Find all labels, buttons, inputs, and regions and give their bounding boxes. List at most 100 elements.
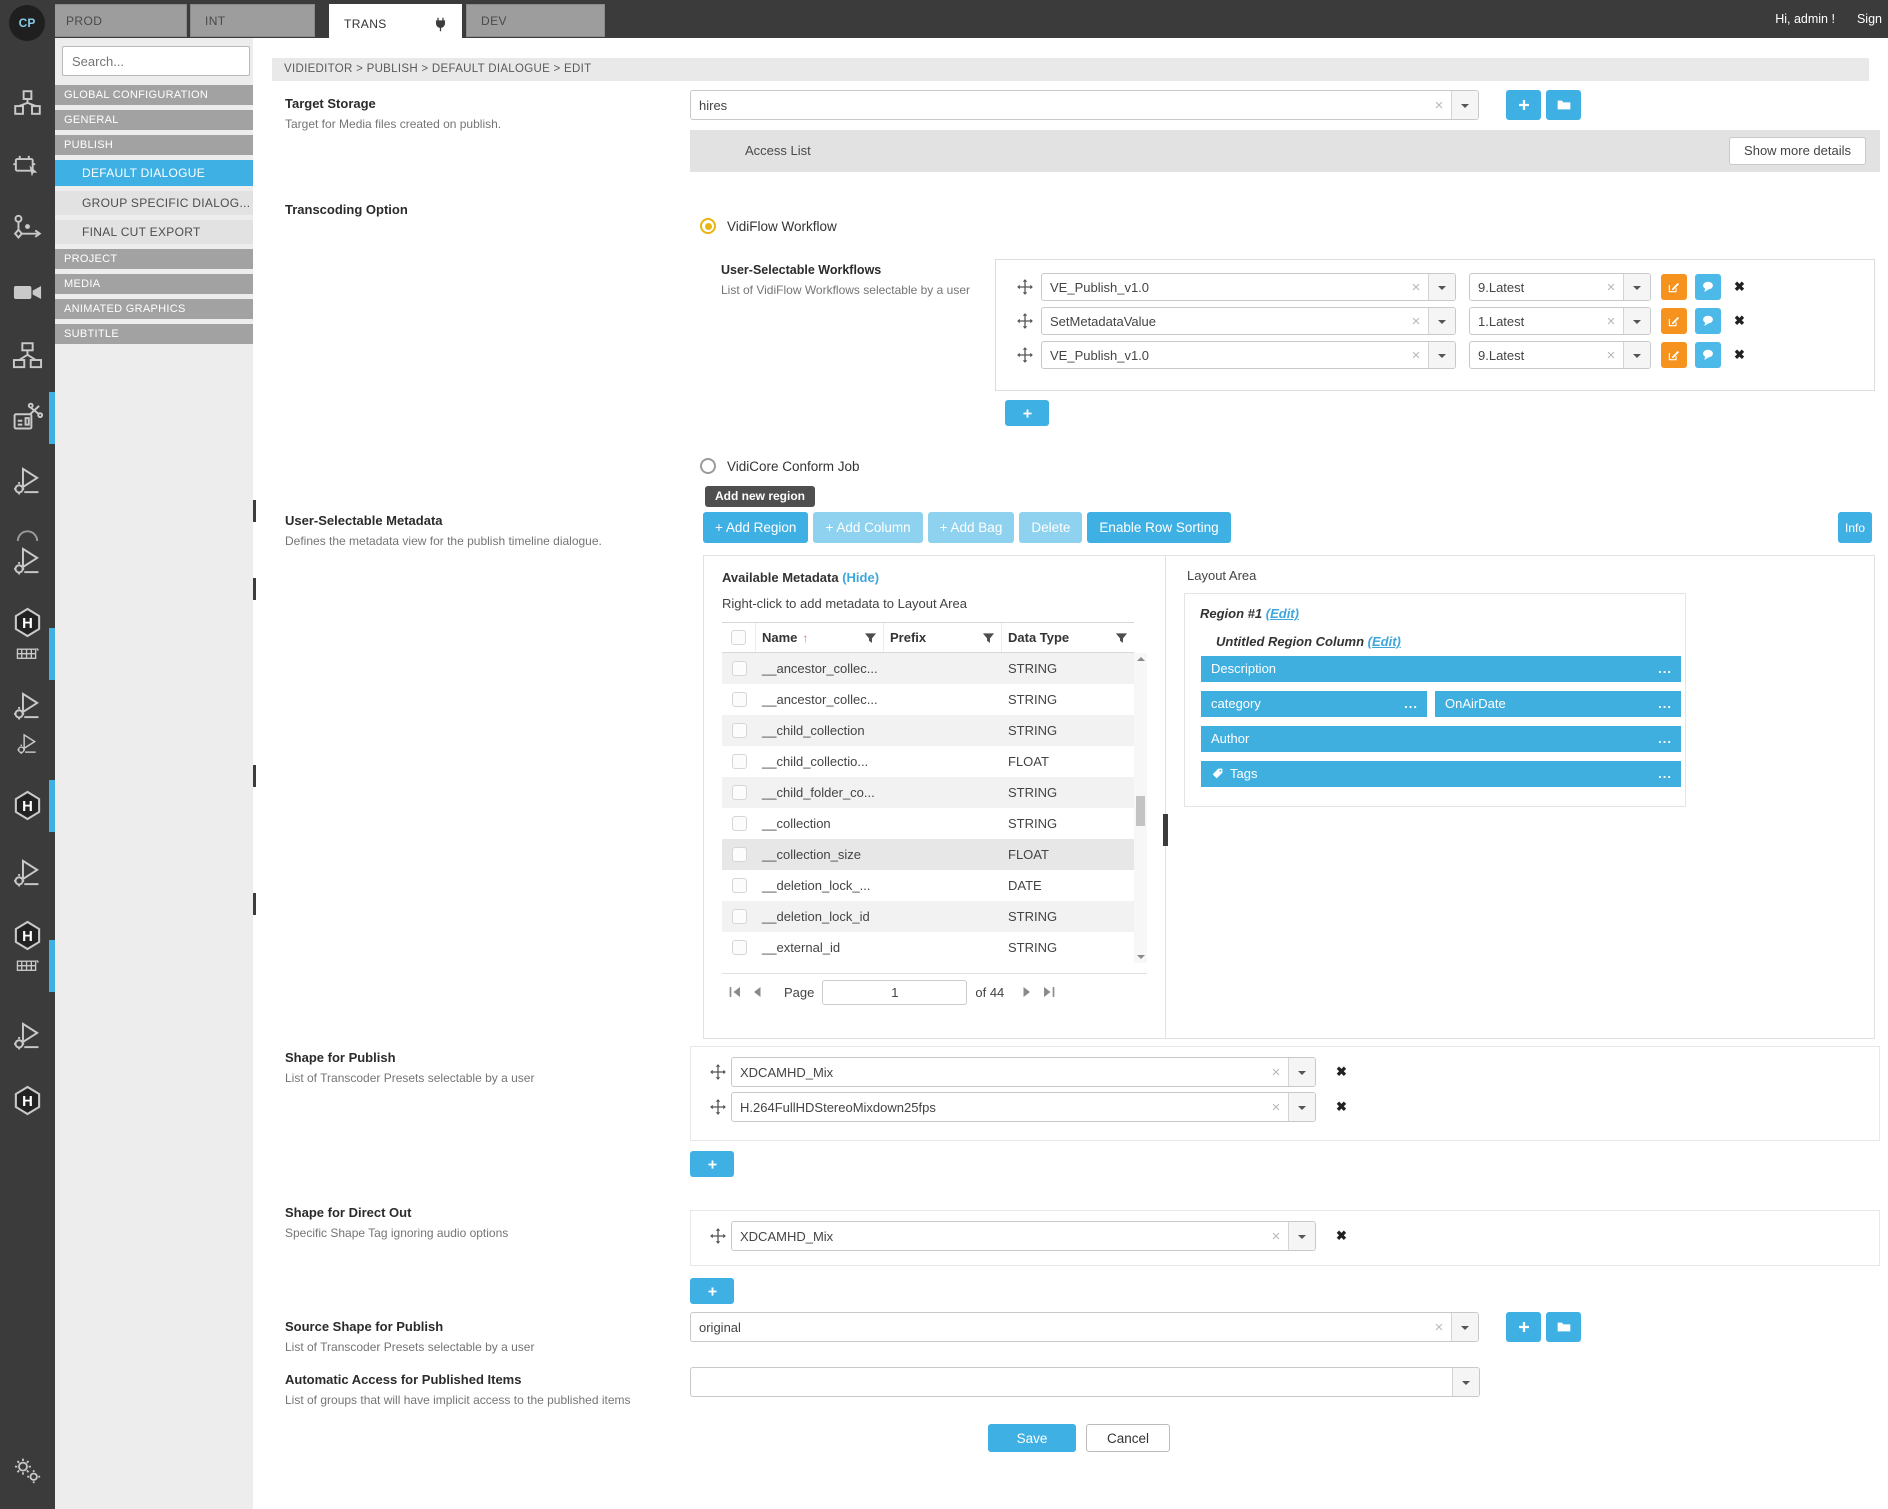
sidebar-item-general[interactable]: GENERAL	[55, 110, 253, 130]
dropdown-toggle[interactable]	[1451, 1313, 1478, 1341]
rail-video-editor-icon[interactable]	[12, 392, 55, 444]
table-row[interactable]: __child_collection STRING	[722, 715, 1134, 746]
column-header-prefix[interactable]: Prefix	[884, 623, 1002, 652]
save-button[interactable]: Save	[988, 1424, 1076, 1452]
dropdown-toggle[interactable]	[1428, 274, 1455, 300]
table-row[interactable]: __deletion_lock_id STRING	[722, 901, 1134, 932]
source-shape-browse-button[interactable]	[1546, 1312, 1581, 1342]
sidebar-item-final-cut-export[interactable]: FINAL CUT EXPORT	[55, 220, 253, 244]
add-column-button[interactable]: + Add Column	[813, 512, 923, 543]
sidebar-item-media[interactable]: MEDIA	[55, 274, 253, 294]
pane-splitter-tick[interactable]	[1163, 814, 1168, 846]
region-edit-link[interactable]: (Edit)	[1265, 606, 1299, 621]
search-input[interactable]	[62, 46, 250, 76]
row-checkbox[interactable]	[731, 909, 747, 924]
radio-vidicore-conform-job[interactable]: VidiCore Conform Job	[700, 458, 860, 474]
field-menu-icon[interactable]: ...	[1658, 731, 1672, 746]
row-checkbox[interactable]	[731, 878, 747, 893]
rail-screens-icon[interactable]	[12, 340, 43, 371]
comment-workflow-button[interactable]	[1695, 342, 1721, 368]
add-bag-button[interactable]: + Add Bag	[927, 512, 1015, 543]
rail-hexagon-h-icon[interactable]	[12, 920, 43, 951]
sidebar-item-subtitle[interactable]: SUBTITLE	[55, 324, 253, 344]
table-row[interactable]: __child_collectio... FLOAT	[722, 746, 1134, 777]
clear-icon[interactable]: ×	[1434, 1318, 1444, 1336]
show-more-details-button[interactable]: Show more details	[1729, 137, 1866, 165]
select-all-checkbox[interactable]	[731, 630, 746, 645]
table-row[interactable]: __external_id STRING	[722, 932, 1134, 963]
remove-shape-publish-button[interactable]: ✖	[1336, 1064, 1347, 1079]
sidebar-item-group-specific-dialog-[interactable]: GROUP SPECIFIC DIALOG...	[55, 191, 253, 215]
dropdown-toggle[interactable]	[1451, 91, 1478, 119]
rail-hexagon-h-icon[interactable]	[12, 780, 55, 832]
drag-handle-icon[interactable]	[709, 1227, 727, 1245]
pager-next-icon[interactable]	[1020, 986, 1034, 998]
filter-icon[interactable]	[982, 632, 995, 644]
layout-field-onairdate[interactable]: OnAirDate...	[1435, 691, 1681, 717]
table-row[interactable]: __deletion_lock_... DATE	[722, 870, 1134, 901]
rail-workflow-icon[interactable]	[12, 213, 43, 244]
remove-workflow-button[interactable]: ✖	[1734, 347, 1745, 362]
rail-player-small-icon[interactable]	[12, 728, 43, 759]
rail-player-icon[interactable]	[12, 857, 43, 888]
column-edit-link[interactable]: (Edit)	[1367, 634, 1401, 649]
dropdown-toggle[interactable]	[1623, 274, 1650, 300]
clear-icon[interactable]: ×	[1606, 278, 1616, 296]
rail-player-icon[interactable]	[12, 690, 43, 721]
pager-prev-icon[interactable]	[750, 986, 764, 998]
splitter-tick[interactable]	[253, 765, 256, 787]
row-checkbox[interactable]	[731, 816, 747, 831]
row-checkbox[interactable]	[731, 940, 747, 955]
edit-workflow-button[interactable]	[1661, 308, 1687, 334]
drag-handle-icon[interactable]	[1016, 346, 1034, 364]
shape-publish-input[interactable]	[732, 1058, 1264, 1086]
clear-icon[interactable]: ×	[1606, 312, 1616, 330]
dropdown-toggle[interactable]	[1288, 1093, 1315, 1121]
table-row[interactable]: __ancestor_collec... STRING	[722, 653, 1134, 684]
pager-first-icon[interactable]	[728, 986, 742, 998]
source-shape-add-button[interactable]	[1506, 1312, 1541, 1342]
tab-prod[interactable]: PROD	[51, 4, 187, 37]
drag-handle-icon[interactable]	[709, 1098, 727, 1116]
cancel-button[interactable]: Cancel	[1086, 1424, 1170, 1452]
dropdown-toggle[interactable]	[1623, 308, 1650, 334]
remove-shape-direct-button[interactable]: ✖	[1336, 1228, 1347, 1243]
radio-vidiflow-workflow[interactable]: VidiFlow Workflow	[700, 218, 837, 234]
rail-device-control-icon[interactable]	[12, 150, 43, 181]
row-checkbox[interactable]	[731, 692, 747, 707]
column-header-name[interactable]: Name ↑	[756, 623, 884, 652]
layout-field-category[interactable]: category...	[1201, 691, 1427, 717]
avatar[interactable]: CP	[9, 5, 45, 41]
remove-workflow-button[interactable]: ✖	[1734, 313, 1745, 328]
dropdown-toggle[interactable]	[1288, 1222, 1315, 1250]
add-shape-publish-button[interactable]	[690, 1151, 734, 1177]
layout-field-author[interactable]: Author...	[1201, 726, 1681, 752]
splitter-tick[interactable]	[253, 893, 256, 915]
row-checkbox[interactable]	[731, 847, 747, 862]
field-menu-icon[interactable]: ...	[1658, 766, 1672, 781]
rail-camera-icon[interactable]	[12, 277, 43, 308]
workflow-version-input[interactable]	[1470, 342, 1599, 368]
sidebar-item-global-configuration[interactable]: GLOBAL CONFIGURATION	[55, 85, 253, 105]
tab-trans[interactable]: TRANS	[329, 4, 462, 44]
dropdown-toggle[interactable]	[1428, 342, 1455, 368]
drag-handle-icon[interactable]	[709, 1063, 727, 1081]
source-shape-input[interactable]	[691, 1313, 1427, 1341]
sidebar-item-publish[interactable]: PUBLISH	[55, 135, 253, 155]
rail-player-icon[interactable]	[12, 1020, 43, 1051]
clear-icon[interactable]: ×	[1411, 312, 1421, 330]
drag-handle-icon[interactable]	[1016, 312, 1034, 330]
rail-player-icon[interactable]	[12, 545, 43, 576]
sign-out-link[interactable]: Sign	[1856, 12, 1882, 26]
rail-hexagon-h-icon[interactable]	[12, 1085, 43, 1116]
filter-icon[interactable]	[1115, 632, 1128, 644]
sidebar-item-project[interactable]: PROJECT	[55, 249, 253, 269]
field-menu-icon[interactable]: ...	[1404, 696, 1418, 711]
target-storage-input[interactable]	[691, 91, 1427, 119]
table-row[interactable]: __collection STRING	[722, 808, 1134, 839]
row-checkbox[interactable]	[731, 723, 747, 738]
tab-dev[interactable]: DEV	[466, 4, 605, 37]
column-header-datatype[interactable]: Data Type	[1002, 623, 1134, 652]
rail-filmstrip-icon[interactable]	[12, 940, 55, 992]
dropdown-toggle[interactable]	[1288, 1058, 1315, 1086]
